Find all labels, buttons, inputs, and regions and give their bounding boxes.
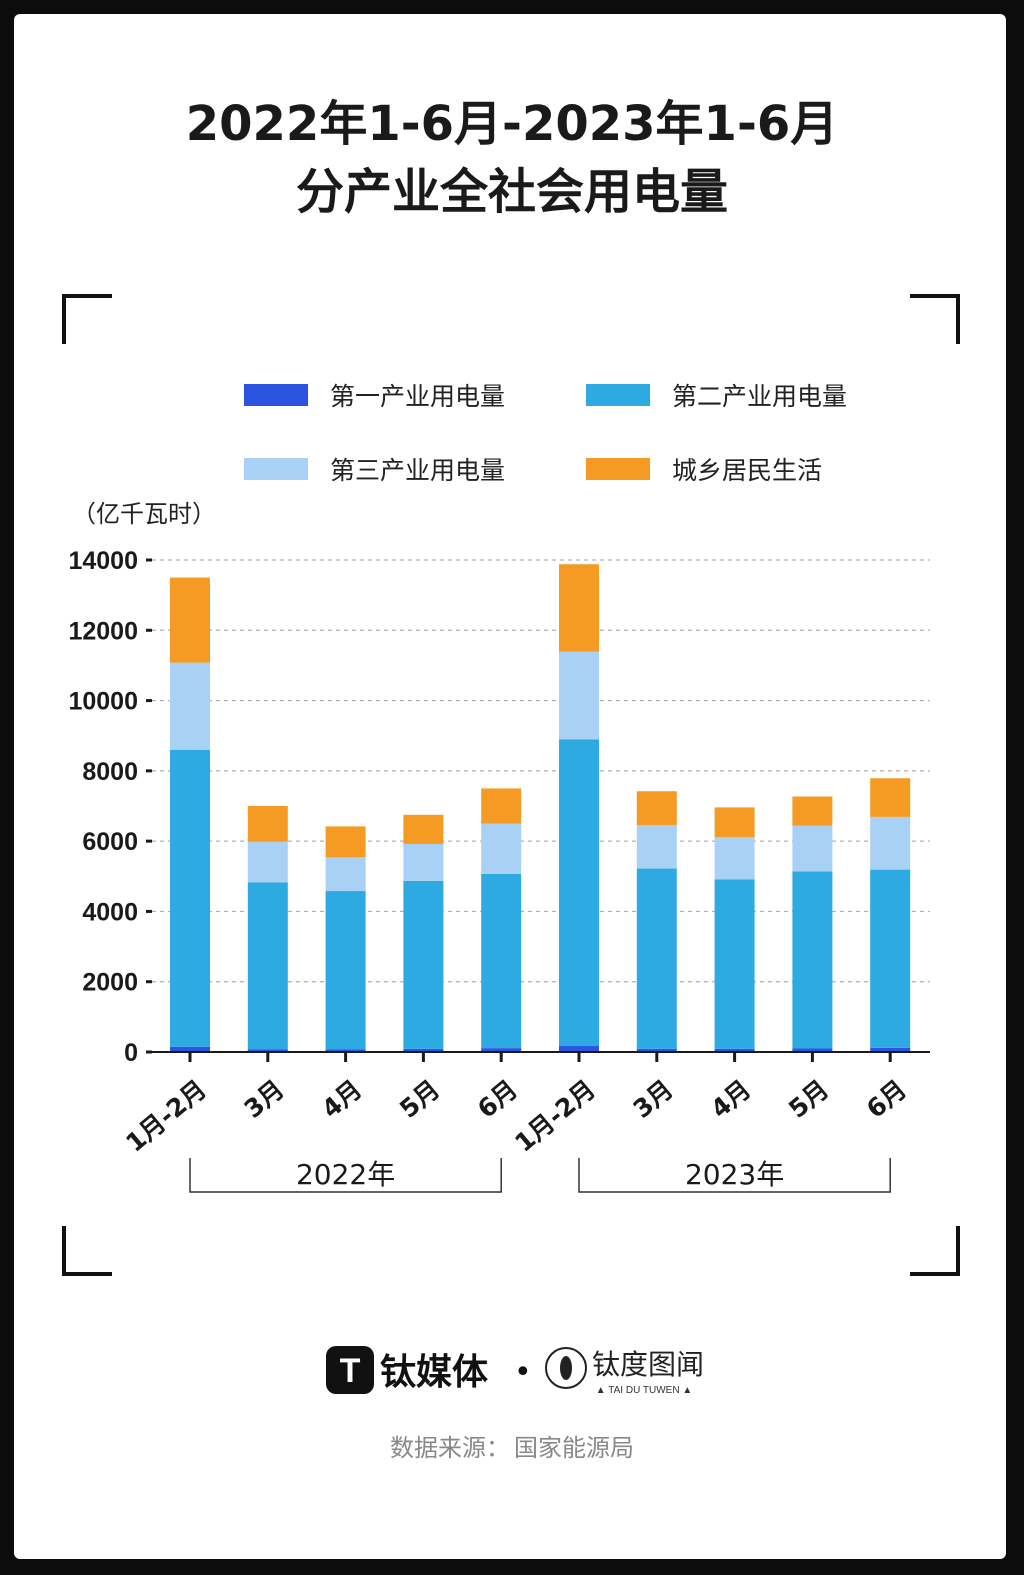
- bar-segment-s2-c1: [247, 841, 288, 883]
- bar-segment-s0-c6: [636, 1048, 677, 1052]
- bar-segment-s2-c6: [636, 824, 677, 869]
- x-tick-label-4: 6月: [472, 1074, 523, 1123]
- bar-segment-s0-c1: [247, 1049, 288, 1052]
- brand-separator: •: [514, 1355, 532, 1390]
- bar-segment-s1-c8: [792, 871, 833, 1049]
- x-tick-label-7: 4月: [705, 1074, 756, 1123]
- frame-corner-bottom-right: [910, 1226, 960, 1276]
- bar-segment-s3-c9: [870, 778, 911, 817]
- frame-corner-top-left: [62, 294, 112, 344]
- bar-segment-s1-c0: [170, 749, 210, 1047]
- bar-segment-s0-c7: [714, 1048, 755, 1052]
- x-tick-label-3: 5月: [394, 1074, 445, 1123]
- bar-segment-s2-c4: [481, 823, 522, 874]
- bar-segment-s2-c9: [870, 816, 911, 870]
- bar-segment-s1-c4: [481, 873, 522, 1049]
- taidu-tuwen-brand-name: 钛度图闻: [592, 1348, 704, 1381]
- bar-segment-s3-c6: [636, 791, 677, 825]
- bar-segment-s3-c8: [792, 796, 833, 826]
- y-tick-label-6000: 6000: [82, 828, 138, 856]
- chart-title-line-2: 分产业全社会用电量: [295, 164, 728, 220]
- bar-segment-s0-c2: [325, 1049, 366, 1052]
- x-tick-label-1: 3月: [239, 1074, 290, 1123]
- legend-swatch-secondary: [586, 384, 650, 406]
- bar-segment-s0-c9: [870, 1047, 911, 1052]
- bar-segment-s2-c7: [714, 837, 755, 880]
- taidu-tuwen-eye-icon: [545, 1347, 587, 1389]
- frame-corner-bottom-left: [62, 1226, 112, 1276]
- bar-segment-s3-c3: [403, 814, 444, 844]
- x-tick-label-6: 3月: [628, 1074, 679, 1123]
- bar-segment-s1-c5: [559, 739, 599, 1047]
- group-label-0: 2022年: [296, 1158, 395, 1191]
- bar-segment-s0-c5: [559, 1046, 599, 1052]
- bar-segment-s0-c4: [481, 1048, 522, 1052]
- bar-segment-s3-c4: [481, 788, 522, 824]
- legend-item-tertiary: 第三产业用电量: [244, 454, 506, 485]
- group-bracket-1: [578, 1158, 891, 1193]
- legend-item-secondary: 第二产业用电量: [586, 380, 848, 411]
- taidu-tuwen-subtitle: ▲ TAI DU TUWEN ▲: [596, 1385, 692, 1396]
- bar-segment-s1-c7: [714, 879, 755, 1049]
- legend-item-primary: 第一产业用电量: [244, 380, 506, 411]
- x-tick-label-9: 6月: [861, 1074, 912, 1123]
- bar-segment-s3-c1: [247, 806, 288, 842]
- bar-segment-s1-c2: [325, 891, 366, 1050]
- legend-swatch-tertiary: [244, 458, 308, 480]
- bar-segment-s0-c8: [792, 1048, 833, 1052]
- taidu-tuwen-pupil-icon: [560, 1356, 572, 1380]
- legend-item-residential: 城乡居民生活: [586, 454, 823, 485]
- y-tick-label-12000: 12000: [68, 617, 138, 645]
- legend-label-residential: 城乡居民生活: [672, 456, 823, 485]
- bar-segment-s2-c5: [559, 651, 599, 740]
- taimeiti-logo-mark: T: [340, 1352, 361, 1390]
- data-source-label: 数据来源：: [390, 1434, 510, 1462]
- y-tick-label-8000: 8000: [82, 758, 138, 786]
- bar-segment-s3-c2: [325, 826, 366, 858]
- bar-segment-s2-c0: [170, 662, 210, 750]
- legend-swatch-primary: [244, 384, 308, 406]
- bar-segment-s3-c5: [559, 564, 599, 652]
- legend-swatch-residential: [586, 458, 650, 480]
- legend-label-primary: 第一产业用电量: [330, 382, 506, 411]
- bar-segment-s2-c2: [325, 857, 366, 892]
- bar-segment-s1-c9: [870, 869, 911, 1048]
- y-tick-label-4000: 4000: [82, 898, 138, 926]
- bar-segment-s0-c0: [170, 1046, 210, 1052]
- x-tick-label-0: 1月-2月: [120, 1074, 212, 1157]
- bar-segment-s2-c8: [792, 825, 833, 872]
- bar-segment-s0-c3: [403, 1048, 444, 1052]
- x-tick-label-8: 5月: [783, 1074, 834, 1123]
- legend-label-secondary: 第二产业用电量: [672, 382, 848, 411]
- x-tick-label-5: 1月-2月: [509, 1074, 601, 1157]
- legend-label-tertiary: 第三产业用电量: [330, 456, 506, 485]
- bar-segment-s3-c7: [714, 807, 755, 838]
- x-tick-label-2: 4月: [316, 1074, 367, 1123]
- group-label-1: 2023年: [685, 1158, 784, 1191]
- chart-title-line-1: 2022年1-6月-2023年1-6月: [185, 96, 839, 152]
- frame-corner-top-right: [910, 294, 960, 344]
- taimeiti-logo-icon: [326, 1346, 374, 1394]
- bar-segment-s3-c0: [170, 577, 210, 663]
- data-source-value: 国家能源局: [514, 1434, 634, 1462]
- bar-segment-s1-c6: [636, 868, 677, 1049]
- y-tick-label-2000: 2000: [82, 969, 138, 997]
- taimeiti-brand-name: 钛媒体: [380, 1352, 488, 1393]
- y-tick-label-0: 0: [124, 1039, 138, 1067]
- y-tick-label-14000: 14000: [68, 547, 138, 575]
- brand-footer: T 钛媒体 • 钛度图闻 ▲ TAI DU TUWEN ▲: [326, 1346, 704, 1396]
- bar-segment-s2-c3: [403, 843, 444, 881]
- data-source-line: 数据来源： 国家能源局: [0, 1428, 1024, 1463]
- group-bracket-0: [189, 1158, 502, 1193]
- y-tick-label-10000: 10000: [68, 688, 138, 716]
- y-axis-unit-label: （亿千瓦时）: [72, 500, 216, 528]
- bar-segment-s1-c1: [247, 882, 288, 1050]
- bar-segment-s1-c3: [403, 880, 444, 1049]
